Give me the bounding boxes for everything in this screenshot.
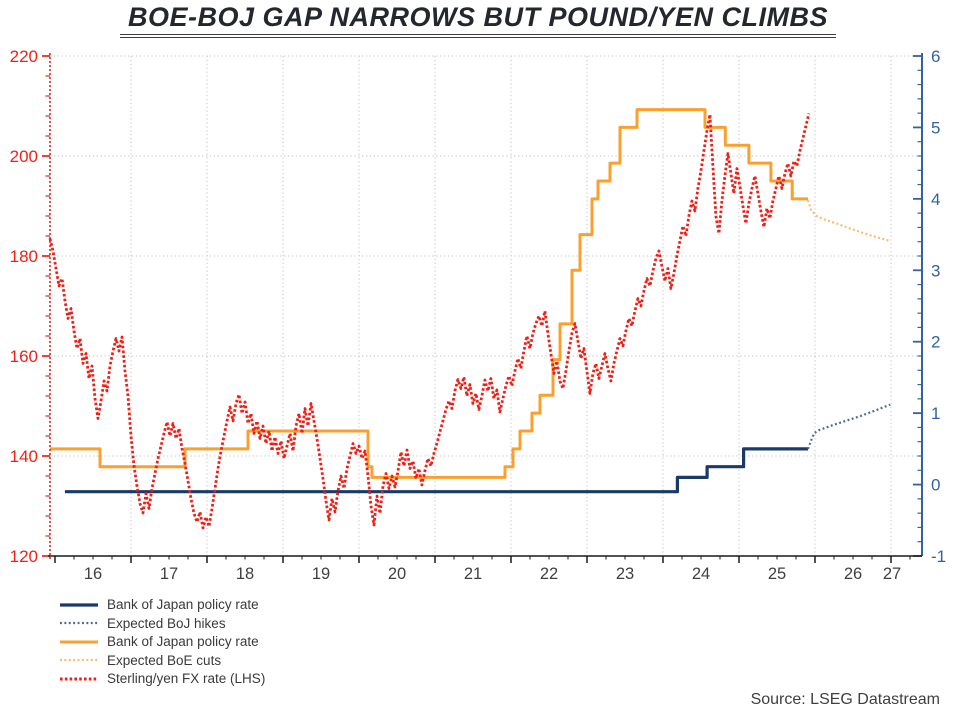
svg-text:0: 0	[931, 476, 940, 495]
line-sample-icon	[60, 640, 98, 644]
legend-label: Bank of Japan policy rate	[107, 634, 259, 650]
svg-text:-1: -1	[931, 547, 946, 566]
line-sample-icon	[60, 603, 98, 607]
svg-text:22: 22	[540, 565, 558, 583]
svg-text:17: 17	[160, 565, 178, 583]
source-attribution: Source: LSEG Datastream	[750, 691, 940, 708]
gridlines	[50, 55, 922, 556]
series-bank-of-japan-policy-rate	[64, 447, 808, 494]
legend-item-expected-boj-hikes: Expected BoJ hikes	[60, 616, 265, 632]
svg-text:25: 25	[768, 565, 786, 583]
svg-text:23: 23	[616, 565, 634, 583]
svg-text:140: 140	[10, 447, 38, 466]
series-sterling-yen-fx-rate-lhs-	[48, 113, 811, 530]
x-axis: 16 17 18 19 20 21 22 23 24 25 26 27	[48, 555, 922, 583]
legend-item-expected-boe-cuts: Expected BoE cuts	[60, 653, 265, 669]
series-expected-boj-hikes	[806, 403, 891, 450]
chart-title: BOE-BOJ GAP NARROWS BUT POUND/YEN CLIMBS	[119, 2, 837, 38]
legend-label: Bank of Japan policy rate	[107, 597, 259, 613]
svg-text:26: 26	[844, 565, 862, 583]
svg-text:19: 19	[312, 565, 330, 583]
svg-text:27: 27	[883, 565, 901, 583]
svg-text:120: 120	[10, 547, 38, 566]
legend-item-sterling-yen-fx-rate: Sterling/yen FX rate (LHS)	[60, 671, 265, 687]
svg-text:21: 21	[464, 565, 482, 583]
svg-text:3: 3	[931, 261, 940, 280]
legend-item-boe-policy-rate: Bank of Japan policy rate	[60, 634, 265, 650]
chart-title-wrap: BOE-BOJ GAP NARROWS BUT POUND/YEN CLIMBS	[0, 2, 956, 38]
svg-text:1: 1	[931, 404, 940, 423]
svg-text:6: 6	[931, 47, 940, 66]
svg-text:220: 220	[10, 47, 38, 66]
svg-text:2: 2	[931, 333, 940, 352]
left-axis: 120 140 160 180 200 220	[10, 47, 51, 566]
svg-text:4: 4	[931, 190, 940, 209]
series-bank-of-japan-policy-rate	[50, 108, 808, 479]
svg-text:5: 5	[931, 118, 940, 137]
chart-legend: Bank of Japan policy rate Expected BoJ h…	[60, 597, 265, 687]
svg-text:160: 160	[10, 347, 38, 366]
line-sample-icon	[60, 659, 98, 662]
svg-text:24: 24	[692, 565, 710, 583]
svg-text:180: 180	[10, 247, 38, 266]
svg-text:18: 18	[236, 565, 254, 583]
legend-item-boj-policy-rate: Bank of Japan policy rate	[60, 597, 265, 613]
right-axis: -1 0 1 2 3 4 5 6	[913, 47, 946, 566]
line-sample-icon	[60, 622, 98, 625]
svg-text:20: 20	[388, 565, 406, 583]
legend-label: Sterling/yen FX rate (LHS)	[107, 671, 266, 687]
series	[48, 108, 891, 530]
svg-text:200: 200	[10, 147, 38, 166]
legend-label: Expected BoE cuts	[107, 652, 222, 668]
line-sample-icon	[60, 677, 98, 681]
legend-label: Expected BoJ hikes	[107, 615, 226, 631]
svg-text:16: 16	[84, 565, 102, 583]
series-expected-boe-cuts	[806, 199, 891, 243]
